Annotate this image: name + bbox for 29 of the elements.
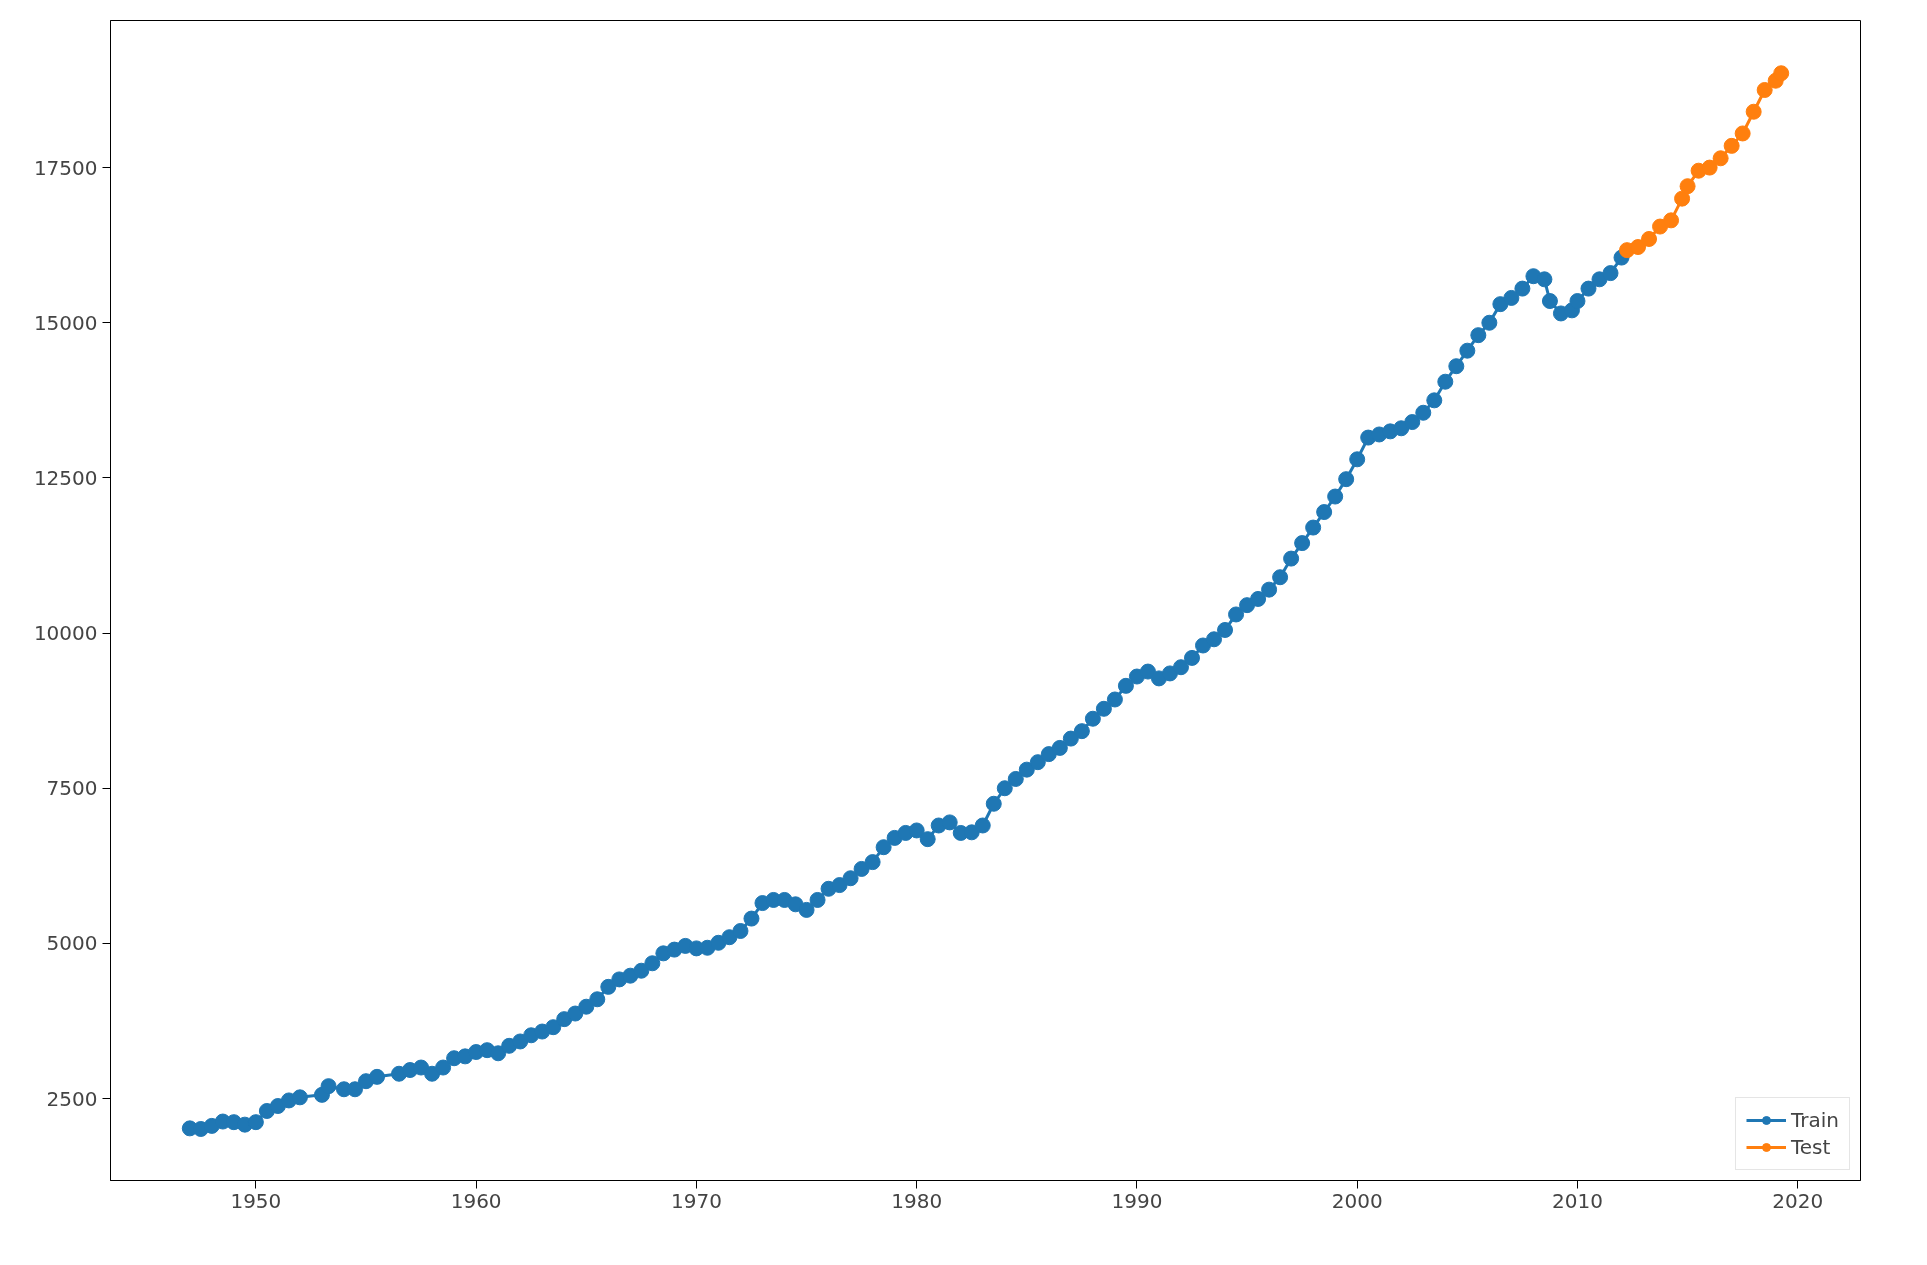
- y-tick-label: 7500: [46, 776, 98, 801]
- x-tick-label: 1950: [230, 1188, 282, 1213]
- y-tick-label: 15000: [33, 310, 98, 335]
- y-tick-label: 12500: [33, 465, 98, 490]
- point: [1674, 190, 1691, 207]
- x-tick-label: 2010: [1552, 1188, 1603, 1213]
- x-tick-label: 1990: [1111, 1188, 1163, 1213]
- y-tick-label: 5000: [46, 931, 98, 956]
- y-tick-label: 2500: [46, 1086, 98, 1111]
- point: [1663, 212, 1680, 229]
- x-tick-label: 2020: [1772, 1188, 1824, 1213]
- legend-label: Test: [1791, 1135, 1831, 1159]
- point: [1641, 230, 1658, 247]
- x-tick-label: 1960: [450, 1188, 502, 1213]
- point: [1679, 178, 1696, 195]
- point: [1630, 239, 1647, 256]
- y-tick-label: 17500: [33, 155, 98, 180]
- legend-label: Train: [1791, 1108, 1839, 1132]
- point: [1745, 103, 1762, 120]
- y-tick-label: 10000: [33, 621, 98, 646]
- point: [1701, 159, 1718, 176]
- x-tick-label: 1970: [670, 1188, 722, 1213]
- x-tick-label: 1980: [891, 1188, 943, 1213]
- point: [1712, 150, 1729, 167]
- x-tick-label: 2000: [1331, 1188, 1383, 1213]
- point: [1723, 137, 1740, 154]
- point: [1756, 82, 1773, 98]
- point: [1773, 65, 1790, 82]
- point: [1734, 125, 1751, 142]
